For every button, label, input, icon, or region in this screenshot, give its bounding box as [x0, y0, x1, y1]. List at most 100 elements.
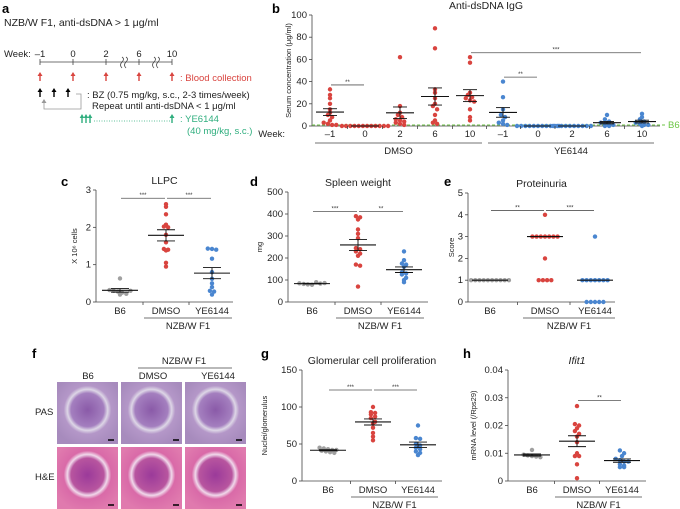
- data-point: [505, 122, 510, 128]
- data-point: [399, 261, 405, 266]
- week-label: Week:: [4, 49, 31, 60]
- y-tick-label: 0.01: [485, 448, 504, 459]
- data-point: [432, 112, 438, 118]
- data-point: [397, 121, 403, 126]
- chart-h: Ifit1 mRNA level (/Rps29) 0 0.01 0.02 0.03 0.0…: [469, 355, 646, 509]
- week-tick: –1: [35, 49, 46, 60]
- data-point: [161, 224, 167, 229]
- x-tick-label: B6: [114, 306, 126, 317]
- data-point: [355, 231, 361, 236]
- x-tick-label: DMSO: [152, 306, 181, 317]
- data-point: [619, 453, 625, 459]
- data-point: [413, 449, 419, 454]
- week-tick: 6: [136, 49, 141, 60]
- data-point: [117, 292, 123, 297]
- data-point: [401, 249, 407, 254]
- data-point: [604, 112, 610, 118]
- panel-label-d: d: [250, 174, 258, 189]
- x-tick-label: B6: [484, 306, 496, 317]
- data-point: [124, 291, 129, 296]
- chart-title: Proteinuria: [516, 178, 567, 190]
- x-tick-label: 6: [604, 129, 609, 140]
- significance-label: ***: [552, 48, 560, 54]
- week-tick: 2: [103, 49, 108, 60]
- panel-label-a: a: [2, 1, 10, 16]
- data-point: [602, 123, 608, 129]
- data-point: [602, 117, 608, 122]
- data-point: [329, 114, 335, 120]
- data-point: [329, 122, 335, 128]
- panel-a-title: NZB/W F1, anti-dsDNA > 1 μg/ml: [4, 17, 159, 29]
- x-tick-label: B6: [306, 306, 318, 317]
- b6-baseline-label: B6: [668, 120, 680, 131]
- x-tick-label: YE6144: [578, 306, 612, 317]
- panel-label-h: h: [463, 346, 471, 361]
- data-point: [542, 212, 548, 217]
- data-point: [467, 107, 473, 112]
- data-point: [500, 118, 506, 123]
- panel-label-b: b: [272, 1, 280, 16]
- data-point: [468, 278, 474, 283]
- panel-f-histology: NZB/W F1 B6 DMSO YE6144 PAS H&E: [35, 356, 246, 509]
- y-tick-label: 100: [291, 10, 307, 21]
- data-point: [555, 123, 560, 129]
- data-point: [639, 111, 645, 116]
- y-tick-label: 150: [281, 365, 297, 376]
- significance-label: ***: [347, 385, 355, 391]
- ye6144-arrows: [79, 114, 175, 123]
- data-point: [355, 253, 361, 258]
- data-point: [207, 288, 213, 293]
- data-point: [601, 299, 606, 305]
- repeat-arrowhead-icon: [41, 99, 47, 103]
- data-point: [348, 123, 353, 129]
- histology-column-dmso: DMSO: [139, 371, 168, 382]
- y-tick-label: 20: [296, 99, 307, 110]
- data-point: [611, 122, 616, 128]
- x-tick-label: YE6144: [401, 485, 435, 496]
- x-tick-label: YE6144: [195, 306, 229, 317]
- data-point: [353, 214, 359, 219]
- x-tick-label: 6: [432, 129, 437, 140]
- data-point: [434, 107, 440, 112]
- data-point: [514, 123, 520, 129]
- data-point: [163, 260, 169, 265]
- data-point: [334, 122, 339, 128]
- panel-label-c: c: [61, 174, 68, 189]
- treatment-label: YE6144: [554, 146, 588, 157]
- data-point: [321, 120, 326, 125]
- significance-label: ***: [139, 193, 147, 199]
- data-point: [370, 430, 376, 436]
- data-point: [327, 87, 333, 92]
- significance-label: **: [518, 72, 523, 78]
- chart-title: Anti-dsDNA IgG: [449, 0, 523, 12]
- data-point: [357, 263, 363, 268]
- data-point: [500, 79, 506, 84]
- x-tick-label: –1: [325, 129, 336, 140]
- y-tick-label: 80: [296, 32, 307, 43]
- ye6144-dose-label: (40 mg/kg, s.c.): [187, 126, 252, 137]
- blood-collection-label: : Blood collection: [180, 73, 252, 84]
- data-point: [165, 225, 171, 230]
- y-tick-label: 40: [296, 77, 307, 88]
- data-point: [496, 120, 501, 125]
- data-point: [397, 54, 403, 60]
- data-point: [327, 96, 333, 101]
- strain-label: NZB/W F1: [576, 500, 620, 509]
- data-point: [588, 299, 593, 305]
- data-point: [576, 453, 582, 459]
- data-point: [415, 452, 421, 458]
- data-point: [327, 118, 333, 123]
- data-point: [117, 276, 123, 281]
- histology-image-he-ye6144: [185, 447, 246, 509]
- y-tick-label: 0: [86, 297, 91, 308]
- data-point: [385, 123, 391, 129]
- data-point: [209, 292, 215, 297]
- data-point: [542, 256, 548, 261]
- y-axis-label: Score: [447, 238, 456, 258]
- data-point: [549, 278, 554, 283]
- histology-image-he-b6: [57, 447, 118, 509]
- data-point: [639, 123, 645, 129]
- x-tick-label: B6: [322, 485, 334, 496]
- significance-label: ***: [185, 193, 193, 199]
